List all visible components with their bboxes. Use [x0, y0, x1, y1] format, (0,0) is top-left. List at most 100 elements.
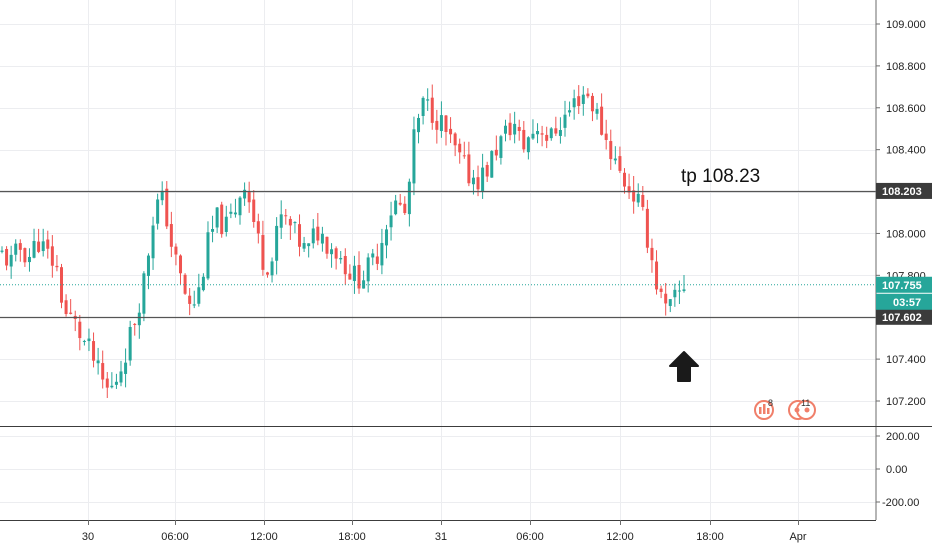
- candle-body: [64, 300, 68, 315]
- candle-body: [595, 109, 599, 114]
- candle: [316, 212, 320, 246]
- candle-body: [307, 243, 311, 247]
- candle-body: [403, 203, 407, 214]
- candle: [96, 347, 100, 375]
- bar-chart-badge-icon[interactable]: [754, 400, 774, 420]
- candle-body: [435, 120, 439, 130]
- candle: [92, 332, 96, 368]
- ideas-badge-icon[interactable]: [788, 400, 816, 420]
- candle: [517, 119, 521, 141]
- candle-body: [522, 129, 526, 150]
- horizontal-levels[interactable]: [0, 190, 876, 319]
- candle-body: [545, 134, 549, 141]
- candle: [453, 132, 457, 157]
- candle-body: [87, 338, 91, 342]
- candle: [540, 125, 544, 147]
- candle-body: [133, 323, 137, 325]
- candle-body: [467, 154, 471, 184]
- candle: [490, 150, 494, 178]
- candle-body: [46, 239, 50, 249]
- candle: [311, 219, 315, 249]
- candle: [522, 121, 526, 153]
- candle-body: [586, 93, 590, 97]
- candle: [632, 175, 636, 214]
- current-price-label: 107.755: [876, 276, 932, 293]
- candle-body: [293, 222, 297, 224]
- candle-body: [316, 226, 320, 241]
- candle: [503, 119, 507, 142]
- candle: [188, 288, 192, 316]
- candle: [64, 294, 68, 317]
- candle-body: [554, 128, 558, 134]
- candle: [426, 88, 430, 111]
- candle-body: [92, 341, 96, 361]
- candle: [577, 85, 581, 115]
- badge-count: 11: [801, 398, 810, 408]
- candle-body: [655, 261, 659, 290]
- candle: [613, 146, 617, 165]
- candle-body: [238, 197, 242, 216]
- candle-body: [659, 288, 663, 292]
- candle: [682, 274, 686, 293]
- candle-body: [394, 200, 398, 215]
- countdown-bg: [876, 293, 932, 310]
- candle: [659, 285, 663, 299]
- candle-body: [417, 117, 421, 133]
- oscillator-axis: 200.00 0.00 -200.00: [876, 431, 920, 509]
- candle: [600, 93, 604, 136]
- osc-tick-label: 0.00: [886, 464, 907, 476]
- candles: [0, 84, 686, 398]
- candle-body: [664, 293, 668, 304]
- candle-body: [160, 190, 164, 201]
- candle: [412, 116, 416, 196]
- candle-body: [352, 265, 356, 282]
- candle: [151, 216, 155, 270]
- candle: [160, 181, 164, 206]
- candle: [549, 127, 553, 141]
- time-axis[interactable]: 30 06:00 12:00 18:00 31 06:00 12:00 18:00 Apr: [82, 520, 807, 543]
- price-label-text: 107.755: [882, 280, 922, 292]
- tp-annotation[interactable]: tp 108.23: [681, 166, 760, 187]
- candle-body: [50, 246, 54, 266]
- candle-body: [252, 199, 256, 223]
- candle-body: [9, 254, 13, 267]
- candle: [526, 136, 530, 160]
- up-arrow-icon[interactable]: [669, 351, 699, 382]
- candle-body: [261, 235, 265, 270]
- candle-body: [288, 218, 292, 226]
- candle-body: [375, 256, 379, 264]
- candle: [572, 89, 576, 120]
- candle: [677, 280, 681, 305]
- x-tick-label: 06:00: [161, 531, 189, 543]
- candle-body: [179, 255, 183, 274]
- candle-body: [627, 186, 631, 193]
- candle-body: [412, 129, 416, 184]
- candle: [499, 134, 503, 165]
- candle: [41, 228, 45, 257]
- candle-body: [334, 248, 338, 259]
- candle-body: [128, 326, 132, 361]
- x-tick-label: 30: [82, 531, 94, 543]
- candle-body: [513, 123, 517, 135]
- candle-body: [256, 221, 260, 234]
- candle-body: [430, 97, 434, 123]
- candle: [494, 135, 498, 161]
- x-tick-label: 12:00: [250, 531, 278, 543]
- candle-body: [568, 110, 572, 113]
- candle-body: [233, 212, 237, 215]
- candle: [201, 273, 205, 292]
- countdown-text: 03:57: [893, 297, 921, 309]
- candle: [622, 168, 626, 194]
- candle-body: [37, 241, 41, 252]
- badge-count: 8: [768, 398, 773, 408]
- candle-body: [5, 248, 9, 266]
- candle: [211, 215, 215, 243]
- price-label-bg: [876, 308, 932, 325]
- candle: [531, 119, 535, 140]
- candle: [407, 178, 411, 227]
- candle-body: [458, 143, 462, 153]
- candle: [146, 253, 150, 290]
- candle: [430, 84, 434, 130]
- candle-body: [641, 194, 645, 207]
